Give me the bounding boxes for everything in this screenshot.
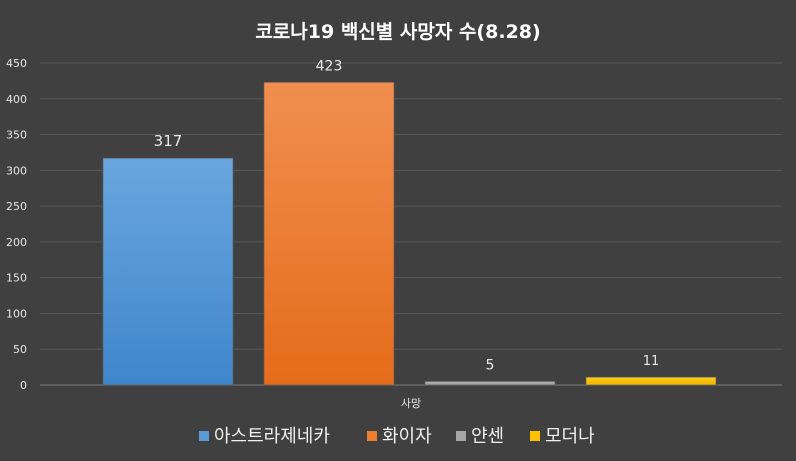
legend-label: 아스트라제네카 [214,426,330,447]
legend-label: 모더나 [545,426,595,447]
legend-swatch [367,431,377,441]
bar-1 [102,157,234,386]
legend-swatch [530,431,540,441]
y-tick-label: 450 [6,57,27,70]
y-tick-label: 250 [6,200,27,213]
x-axis: 사망 [401,397,421,410]
legend-label: 화이자 [382,426,432,447]
y-tick-label: 400 [6,93,27,106]
chart-title: 코로나19 백신별 사망자 수(8.28) [255,21,540,43]
y-axis-ticks: 0 50 100 150 200 250 300 350 400 450 [6,57,27,392]
bar-2 [263,82,395,386]
data-label: 423 [316,58,343,74]
y-tick-label: 50 [13,343,27,356]
legend-swatch [456,431,466,441]
x-category-label: 사망 [401,397,421,410]
bar-4 [585,376,717,386]
y-tick-label: 200 [6,236,27,249]
legend-swatch [199,431,209,441]
data-label: 317 [154,132,183,150]
y-tick-label: 150 [6,272,27,285]
y-tick-label: 100 [6,307,27,320]
legend: 아스트라제네카 화이자 얀센 모더나 [199,426,595,447]
data-label: 11 [643,354,660,369]
legend-label: 얀센 [471,426,504,447]
data-labels: 317 423 5 11 [154,58,660,373]
data-label: 5 [486,357,495,373]
y-tick-label: 350 [6,129,27,142]
y-tick-label: 0 [20,379,27,392]
bar-3 [424,381,556,386]
bars [102,82,717,386]
y-tick-label: 300 [6,164,27,177]
